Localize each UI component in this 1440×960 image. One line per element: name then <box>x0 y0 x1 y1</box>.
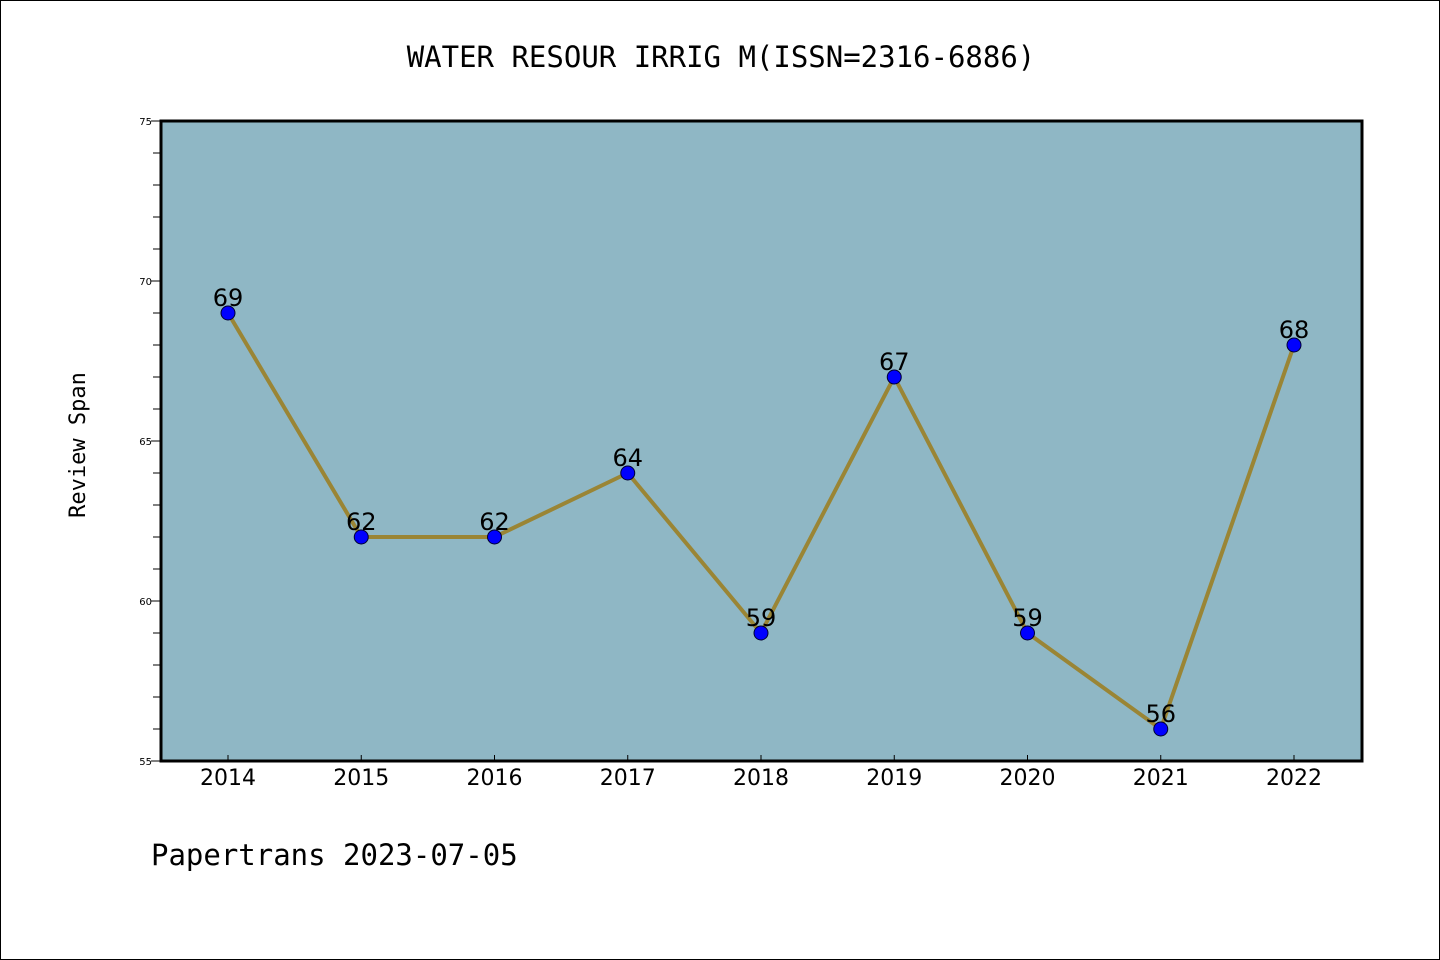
x-tick-label: 2019 <box>866 766 922 791</box>
chart-title: WATER RESOUR IRRIG M(ISSN=2316-6886) <box>407 40 1036 74</box>
y-axis: 55 60 65 70 75 <box>139 117 161 768</box>
footer-date-stamp: Papertrans 2023-07-05 <box>151 838 518 872</box>
data-point <box>620 465 636 481</box>
data-label: 64 <box>612 444 643 472</box>
data-label: 67 <box>879 348 910 376</box>
y-tick-label: 75 <box>139 117 152 128</box>
x-tick-label: 2014 <box>200 766 256 791</box>
y-tick-label: 65 <box>139 437 152 448</box>
series: 69 62 62 64 59 67 59 56 68 <box>213 284 1310 737</box>
data-label: 56 <box>1145 700 1176 728</box>
data-label: 68 <box>1279 316 1310 344</box>
x-tick-label: 2017 <box>600 766 656 791</box>
data-point <box>220 305 236 321</box>
data-label: 62 <box>346 508 377 536</box>
x-tick-label: 2020 <box>1000 766 1056 791</box>
x-axis: 2014 2015 2016 2017 2018 2019 2020 2021 2022 <box>200 755 1322 791</box>
y-tick-label: 70 <box>139 277 152 288</box>
plot-area <box>161 121 1362 761</box>
x-tick-label: 2015 <box>333 766 389 791</box>
y-tick-label: 55 <box>139 757 152 768</box>
data-point <box>1153 721 1169 737</box>
data-point <box>753 625 769 641</box>
data-point <box>1286 337 1302 353</box>
y-tick-label: 60 <box>139 597 152 608</box>
data-label: 62 <box>479 508 510 536</box>
data-point <box>1020 625 1035 641</box>
plot-frame <box>159 119 1364 763</box>
data-point <box>353 529 369 545</box>
data-point <box>487 529 502 545</box>
data-label: 59 <box>746 604 777 632</box>
x-tick-label: 2018 <box>733 766 789 791</box>
data-label: 69 <box>213 284 244 312</box>
data-label: 59 <box>1012 604 1043 632</box>
x-tick-label: 2022 <box>1266 766 1322 791</box>
data-point <box>886 369 902 385</box>
y-axis-label: Review Span <box>66 372 91 518</box>
x-tick-label: 2016 <box>467 766 523 791</box>
x-tick-label: 2021 <box>1133 766 1189 791</box>
